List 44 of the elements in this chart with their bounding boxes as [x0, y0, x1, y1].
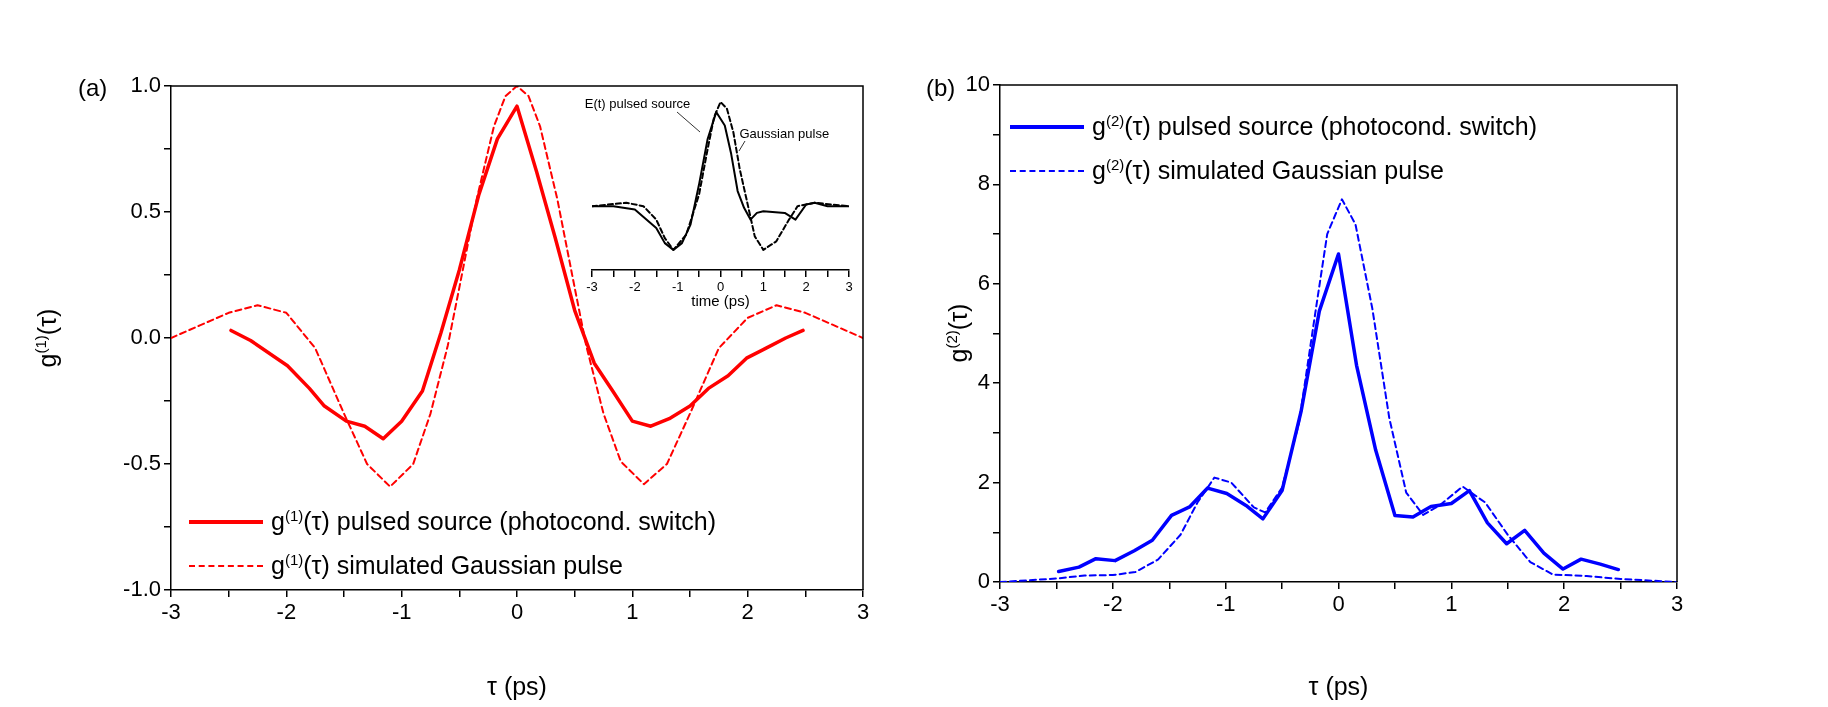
legend-label: g$^{(2)}$(τ) simulated Gaussian pulse [1092, 156, 1444, 186]
x-tick-label: -2 [276, 599, 297, 625]
x-axis-title: τ (ps) [487, 671, 547, 700]
legend-label: g$^{(1)}$(τ) simulated Gaussian pulse [271, 551, 623, 581]
x-tick-label: -2 [1103, 591, 1123, 617]
x-tick-label: -1 [391, 599, 412, 625]
x-tick-label: -3 [990, 591, 1010, 617]
y-tick-label: 2 [977, 468, 990, 494]
y-tick-label: 10 [965, 71, 990, 97]
line-series [171, 86, 863, 488]
y-tick-label: 8 [977, 170, 990, 196]
legend-label: g$^{(1)}$(τ) pulsed source (photocond. switch) [271, 507, 717, 537]
x-tick-label: 1 [1445, 591, 1458, 617]
x-tick-label: 2 [1558, 591, 1571, 617]
x-tick-label: 3 [856, 599, 870, 625]
y-tick-label: 0.0 [130, 324, 161, 350]
x-tick-label: 0 [1332, 591, 1345, 617]
x-tick-label: 1 [626, 599, 639, 625]
y-tick-label: 6 [977, 269, 990, 295]
x-axis-title: τ (ps) [1308, 671, 1369, 700]
y-tick-label: 4 [977, 369, 990, 395]
series-label: Gaussian pulse [739, 125, 830, 141]
x-tick-label: 3 [845, 279, 853, 295]
x-axis-title: time (ps) [691, 292, 750, 310]
x-tick-label: 2 [741, 599, 754, 625]
y-tick-label: 0.5 [130, 198, 161, 224]
x-tick-label: -2 [629, 279, 641, 295]
x-tick-label: -3 [586, 279, 598, 295]
x-tick-label: 0 [716, 279, 725, 295]
x-tick-label: 0 [510, 599, 524, 625]
x-tick-label: 2 [802, 279, 810, 295]
legend-label: g$^{(2)}$(τ) pulsed source (photocond. switch) [1092, 112, 1538, 142]
x-tick-label: 3 [1670, 591, 1684, 617]
y-tick-label: -0.5 [123, 450, 161, 476]
chart-title: (b) [926, 74, 956, 102]
y-tick-label: 1.0 [130, 72, 161, 98]
chart-title: (a) [78, 74, 108, 102]
x-tick-label: -1 [671, 279, 684, 295]
x-tick-label: -1 [1215, 591, 1236, 617]
series-label: E(t) pulsed source [584, 95, 691, 111]
x-tick-label: -3 [161, 599, 181, 625]
y-tick-label: -1.0 [123, 576, 161, 602]
x-tick-label: 1 [759, 279, 767, 295]
y-tick-label: 0 [977, 568, 990, 594]
